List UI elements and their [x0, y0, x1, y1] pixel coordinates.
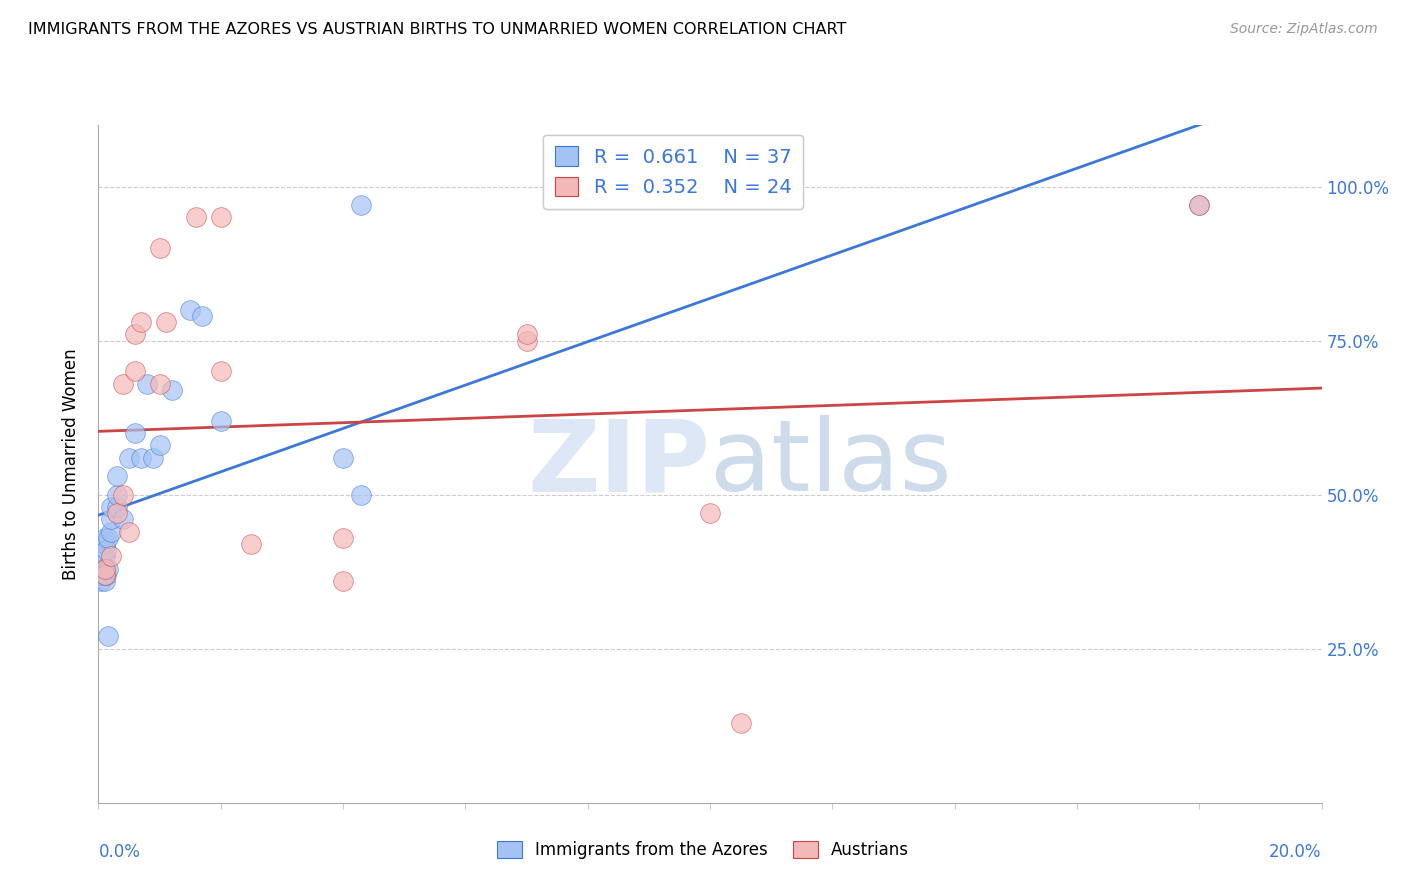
Point [105, 506, 128, 520]
Point [111, 488, 134, 502]
Point [97, 561, 120, 575]
Point [179, 302, 201, 317]
Point [105, 500, 128, 514]
Text: atlas: atlas [710, 416, 952, 512]
Text: Source: ZipAtlas.com: Source: ZipAtlas.com [1230, 22, 1378, 37]
Point [118, 524, 141, 539]
Text: 0.0%: 0.0% [98, 843, 141, 861]
Point [149, 438, 172, 452]
Point [97, 531, 120, 545]
Point [91, 567, 114, 582]
Text: IMMIGRANTS FROM THE AZORES VS AUSTRIAN BIRTHS TO UNMARRIED WOMEN CORRELATION CHA: IMMIGRANTS FROM THE AZORES VS AUSTRIAN B… [28, 22, 846, 37]
Point [129, 450, 152, 465]
Point [90, 561, 112, 575]
Point [332, 450, 354, 465]
Legend: Immigrants from the Azores, Austrians: Immigrants from the Azores, Austrians [491, 834, 915, 866]
Point [149, 376, 172, 391]
Point [105, 469, 128, 483]
Point [160, 383, 183, 397]
Legend: R =  0.661    N = 37, R =  0.352    N = 24: R = 0.661 N = 37, R = 0.352 N = 24 [543, 135, 803, 209]
Point [1188, 198, 1211, 212]
Point [209, 211, 232, 225]
Point [124, 425, 146, 440]
Point [100, 549, 122, 564]
Point [191, 309, 214, 323]
Point [91, 561, 114, 575]
Point [350, 198, 373, 212]
Point [94, 543, 117, 558]
Point [149, 241, 172, 255]
Point [93, 549, 115, 564]
Point [350, 488, 373, 502]
Point [209, 364, 232, 378]
Point [209, 414, 232, 428]
Point [93, 561, 115, 575]
Point [93, 567, 115, 582]
Point [332, 574, 354, 588]
Point [124, 364, 146, 378]
Point [129, 315, 152, 329]
Point [93, 531, 115, 545]
Point [332, 531, 354, 545]
Point [97, 629, 120, 643]
Point [111, 376, 134, 391]
Point [240, 537, 263, 551]
Point [118, 450, 141, 465]
Point [90, 574, 112, 588]
Point [1188, 198, 1211, 212]
Point [100, 512, 122, 526]
Point [111, 512, 134, 526]
Point [105, 488, 128, 502]
Text: 20.0%: 20.0% [1270, 843, 1322, 861]
Point [90, 567, 112, 582]
Point [96, 567, 118, 582]
Point [100, 500, 122, 514]
Point [100, 524, 122, 539]
Point [186, 211, 208, 225]
Point [155, 315, 177, 329]
Point [93, 537, 115, 551]
Point [93, 574, 115, 588]
Point [699, 506, 721, 520]
Point [730, 715, 752, 730]
Text: ZIP: ZIP [527, 416, 710, 512]
Point [142, 450, 165, 465]
Point [93, 567, 115, 582]
Y-axis label: Births to Unmarried Women: Births to Unmarried Women [62, 348, 80, 580]
Point [124, 327, 146, 342]
Point [516, 327, 538, 342]
Point [93, 561, 115, 575]
Point [136, 376, 159, 391]
Point [516, 334, 538, 348]
